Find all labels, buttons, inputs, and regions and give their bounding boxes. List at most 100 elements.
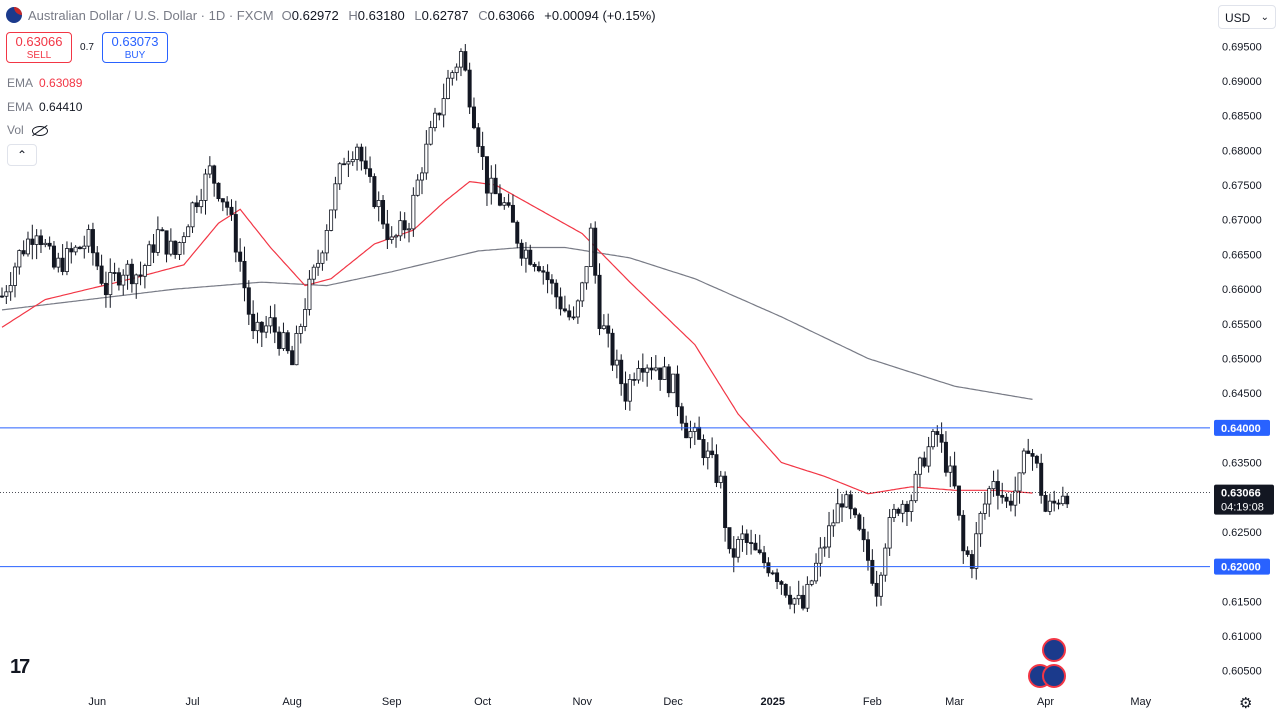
buy-button[interactable]: 0.63073 BUY (102, 32, 168, 63)
candle-body (337, 163, 342, 185)
candle-body (575, 300, 580, 318)
candle-body (480, 146, 485, 158)
candle-body (870, 559, 875, 584)
candle-body (138, 274, 143, 277)
candle-body (1052, 500, 1057, 504)
buy-price: 0.63073 (111, 34, 159, 49)
candle-body (246, 287, 251, 315)
candle-body (242, 260, 247, 289)
candle-body (913, 473, 918, 502)
y-tick-label: 0.67500 (1222, 180, 1262, 192)
candle-body (4, 291, 9, 297)
time-axis[interactable]: Jun Jul Aug Sep Oct Nov Dec 2025 Feb Mar Apr May (88, 696, 1151, 708)
candle-body (277, 331, 282, 349)
indicator-ema-fast[interactable]: EMA 0.63089 (7, 76, 82, 90)
candle-body (56, 257, 61, 268)
candle-body (64, 248, 69, 272)
x-tick-label: Nov (572, 696, 592, 708)
candle-body (194, 202, 199, 208)
candle-body (532, 263, 537, 267)
candle-body (103, 282, 108, 296)
candle-body (640, 368, 645, 373)
candle-body (51, 245, 56, 268)
indicator-volume[interactable]: Vol (7, 123, 48, 137)
candle-body (12, 266, 17, 286)
candle-body (727, 527, 732, 550)
candle-body (445, 77, 450, 99)
candle-body (679, 406, 684, 424)
candle-body (1047, 500, 1052, 512)
candle-body (965, 550, 970, 555)
candle-body (917, 457, 922, 475)
candle-body (73, 246, 78, 253)
last-price-label: 0.63066 (1221, 488, 1261, 500)
indicator-ema-slow[interactable]: EMA 0.64410 (7, 100, 82, 114)
aud-event-flag-icon[interactable] (1042, 638, 1066, 662)
candle-body (502, 202, 507, 206)
candle-body (796, 594, 801, 600)
hline-price-label: 0.64000 (1221, 423, 1261, 435)
candle-body (506, 202, 511, 206)
usd-event-flag-icon-2[interactable] (1042, 664, 1066, 688)
y-tick-label: 0.61500 (1222, 596, 1262, 608)
candle-body (186, 226, 191, 238)
hline-price-tag (1214, 558, 1270, 575)
candle-body (177, 242, 182, 255)
candle-body (1021, 450, 1026, 474)
symbol-title[interactable]: Australian Dollar / U.S. Dollar · 1D · F… (28, 7, 274, 23)
candle-body (324, 229, 329, 254)
candle-body (541, 270, 546, 273)
y-tick-label: 0.65500 (1222, 319, 1262, 331)
candle-body (874, 582, 879, 597)
candle-body (822, 546, 827, 549)
ema-fast-line (1, 180, 1033, 495)
candle-body (731, 548, 736, 558)
chevron-down-icon: ⌄ (1260, 12, 1269, 23)
price-axis[interactable]: 0.60500 0.61000 0.61500 0.62000 0.62500 0.630… (1210, 0, 1281, 715)
candle-body (688, 431, 693, 439)
candle-body (956, 485, 961, 516)
candle-body (463, 51, 468, 71)
y-tick-label: 0.65000 (1222, 353, 1262, 365)
collapse-legend-button[interactable]: ⌃ (7, 144, 37, 166)
tradingview-logo-icon[interactable]: 17 (10, 656, 30, 678)
candle-body (610, 332, 615, 366)
candle-body (554, 282, 559, 298)
candle-body (848, 494, 853, 510)
candle-body (212, 165, 217, 184)
candle-body (623, 383, 628, 402)
candle-body (1008, 500, 1013, 506)
candle-body (147, 244, 152, 266)
x-tick-label: Sep (382, 696, 402, 708)
candle-body (844, 494, 849, 508)
candle-body (125, 263, 130, 276)
candle-body (350, 159, 355, 163)
candle-body (853, 508, 858, 516)
x-tick-label: Apr (1037, 696, 1054, 708)
candle-body (887, 517, 892, 549)
hidden-eye-icon[interactable] (31, 125, 48, 136)
candle-body (281, 332, 286, 349)
gear-icon[interactable]: ⚙ (1239, 695, 1253, 712)
hline-price-tag (1214, 419, 1270, 436)
candle-body (632, 379, 637, 381)
y-tick-label: 0.64500 (1222, 388, 1262, 400)
candle-body (0, 295, 4, 298)
candle-body (840, 503, 845, 508)
candle-body (883, 547, 888, 576)
candle-body (1000, 494, 1005, 498)
candle-body (220, 198, 225, 203)
candle-body (134, 274, 139, 285)
sell-button[interactable]: 0.63066 SELL (6, 32, 72, 63)
candle-body (636, 368, 641, 381)
currency-selector[interactable]: USD ⌄ (1218, 5, 1276, 29)
candle-body (86, 229, 91, 247)
candle-body (779, 581, 784, 585)
candle-body (95, 252, 100, 267)
candle-body (866, 539, 871, 561)
candle-body (904, 503, 909, 512)
candle-body (619, 359, 624, 385)
candle-body (1065, 495, 1070, 505)
candle-body (515, 221, 520, 244)
